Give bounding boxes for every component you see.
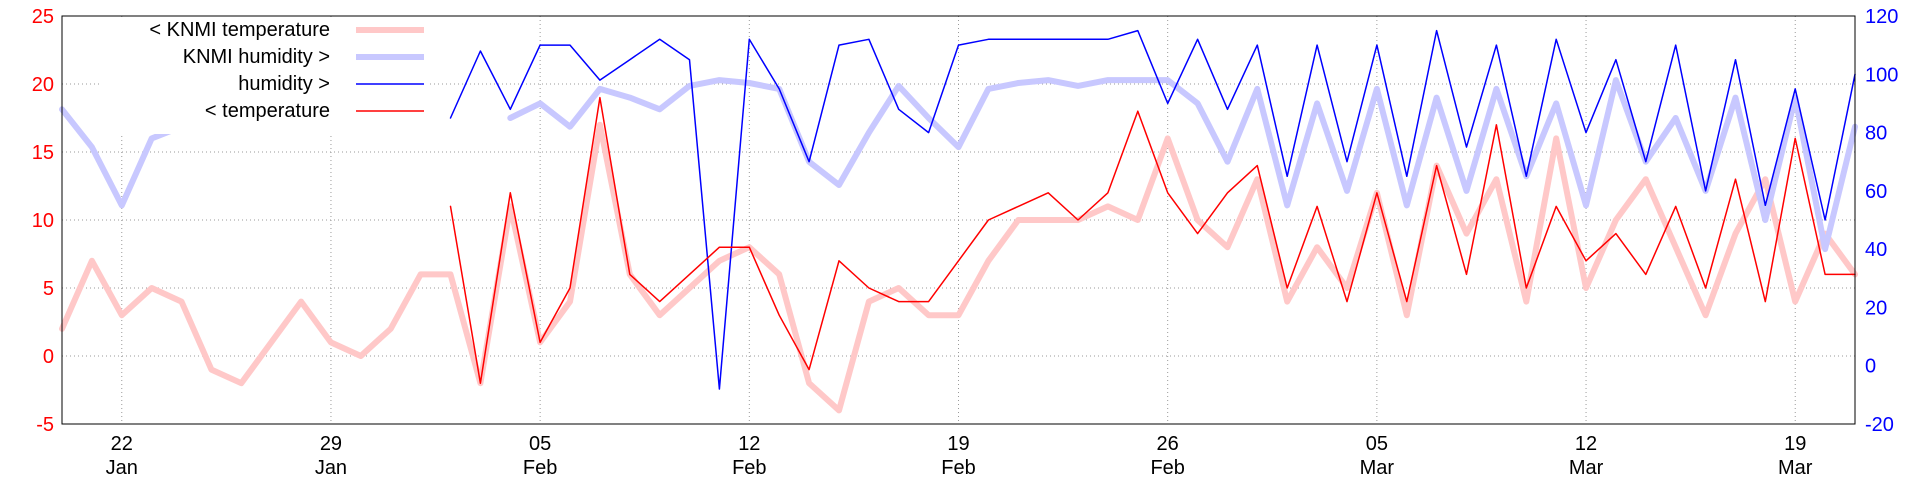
y-right-tick-label: 80 (1865, 123, 1887, 145)
legend-background (100, 18, 430, 134)
x-tick-month-label: Feb (941, 457, 975, 479)
y-right-tick-label: 40 (1865, 239, 1887, 261)
x-tick-day-label: 05 (529, 433, 551, 455)
x-tick-day-label: 05 (1366, 433, 1388, 455)
x-tick-month-label: Jan (106, 457, 138, 479)
y-left-tick-label: 10 (32, 210, 54, 232)
x-tick-day-label: 29 (320, 433, 342, 455)
x-tick-day-label: 19 (1784, 433, 1806, 455)
series-line-0 (59, 121, 1858, 414)
x-tick-day-label: 26 (1157, 433, 1179, 455)
series-line-3 (449, 96, 1856, 384)
x-tick-month-label: Jan (315, 457, 347, 479)
series-line-1 (59, 77, 1858, 253)
y-right-tick-label: 100 (1865, 64, 1898, 86)
x-tick-day-label: 22 (111, 433, 133, 455)
y-right-tick-label: 0 (1865, 356, 1876, 378)
x-tick-month-label: Feb (1150, 457, 1184, 479)
legend-label: < KNMI temperature (149, 19, 330, 41)
series-line-2 (449, 29, 1856, 390)
x-tick-day-label: 12 (738, 433, 760, 455)
y-left-tick-label: 5 (43, 278, 54, 300)
legend-label: < temperature (205, 100, 330, 122)
x-tick-month-label: Mar (1569, 457, 1604, 479)
x-tick-month-label: Feb (732, 457, 766, 479)
y-left-tick-label: 25 (32, 6, 54, 28)
x-tick-day-label: 19 (947, 433, 969, 455)
y-left-tick-label: -5 (36, 414, 54, 436)
plot-frame (61, 15, 1856, 425)
y-left-tick-label: 15 (32, 142, 54, 164)
legend-label: humidity > (238, 73, 330, 95)
x-tick-month-label: Mar (1360, 457, 1395, 479)
x-tick-month-label: Feb (523, 457, 557, 479)
y-right-tick-label: 120 (1865, 6, 1898, 28)
legend-label: KNMI humidity > (183, 46, 330, 68)
x-tick-day-label: 12 (1575, 433, 1597, 455)
x-tick-month-label: Mar (1778, 457, 1813, 479)
y-right-tick-label: 20 (1865, 297, 1887, 319)
y-right-tick-label: -20 (1865, 414, 1894, 436)
y-right-tick-label: 60 (1865, 181, 1887, 203)
y-left-tick-label: 20 (32, 74, 54, 96)
y-left-tick-label: 0 (43, 346, 54, 368)
